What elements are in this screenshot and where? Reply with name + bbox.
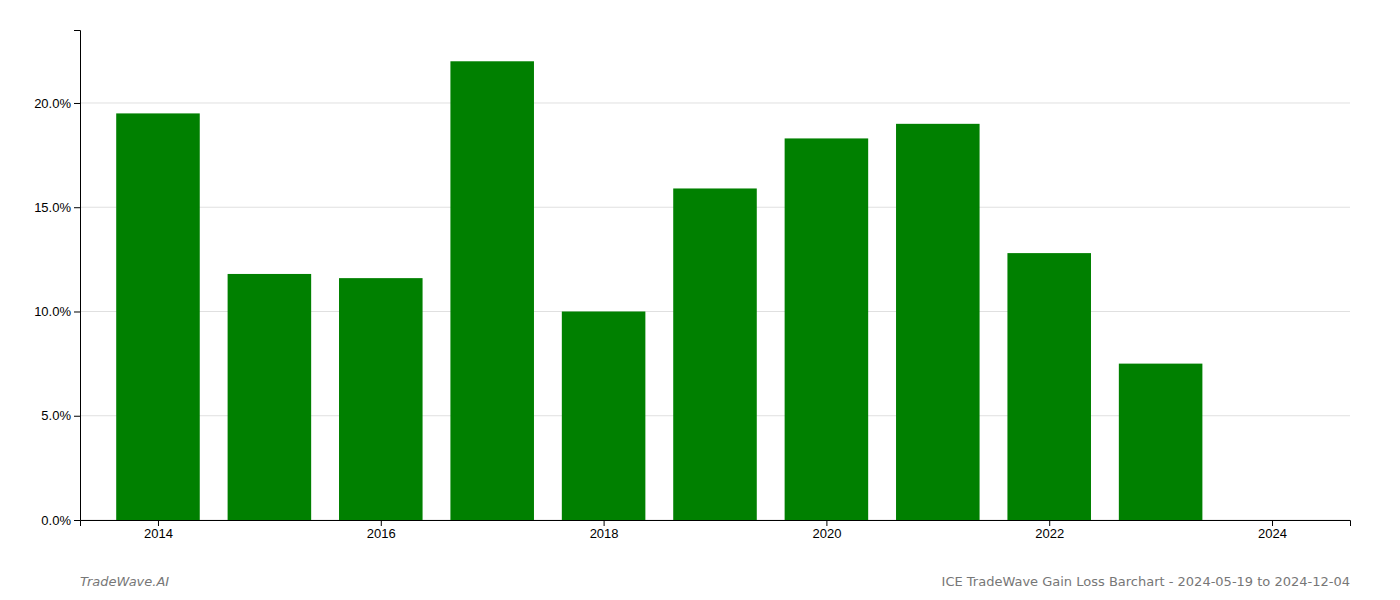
y-tick-label: 20.0% (34, 96, 71, 111)
y-tick-mark (74, 103, 80, 104)
x-tick-label: 2016 (367, 526, 396, 541)
y-tick-mark (74, 520, 80, 521)
x-tick-label: 2020 (812, 526, 841, 541)
bar (1007, 253, 1091, 520)
bar (785, 138, 869, 520)
grid-line (80, 102, 1350, 103)
y-axis-line (74, 31, 81, 521)
bar (339, 278, 423, 520)
bar (896, 124, 980, 520)
y-tick: 10.0% (34, 304, 80, 319)
bar (450, 61, 534, 520)
bar (228, 274, 312, 520)
y-tick-label: 5.0% (41, 408, 71, 423)
y-tick-mark (74, 207, 80, 208)
y-tick: 0.0% (41, 513, 80, 528)
x-tick-mark (381, 520, 382, 526)
x-tick-mark (604, 520, 605, 526)
x-tick: 2014 (144, 520, 173, 541)
x-tick: 2024 (1258, 520, 1287, 541)
x-tick-label: 2018 (590, 526, 619, 541)
y-tick: 20.0% (34, 96, 80, 111)
y-tick-label: 15.0% (34, 200, 71, 215)
footer: TradeWave.AI ICE TradeWave Gain Loss Barc… (80, 574, 1350, 589)
x-tick-label: 2022 (1035, 526, 1064, 541)
x-tick-mark (826, 520, 827, 526)
x-tick-mark (1272, 520, 1273, 526)
x-tick-label: 2024 (1258, 526, 1287, 541)
y-tick-label: 10.0% (34, 304, 71, 319)
x-tick: 2018 (590, 520, 619, 541)
x-tick-label: 2014 (144, 526, 173, 541)
chart: 2014 2016 2018 2020 2022 2024 0.0% 5.0% 10.0% 15.… (0, 0, 1400, 600)
y-tick: 15.0% (34, 200, 80, 215)
y-tick: 5.0% (41, 408, 80, 423)
plot: 2014 2016 2018 2020 2022 2024 0.0% 5.0% 10.0% 15.… (34, 31, 1350, 542)
y-tick-label: 0.0% (41, 513, 71, 528)
x-tick: 2020 (812, 520, 841, 541)
x-tick: 2016 (367, 520, 396, 541)
x-tick-mark (158, 520, 159, 526)
x-tick: 2022 (1035, 520, 1064, 541)
bar (673, 188, 757, 520)
grid (80, 103, 1350, 520)
footer-left: TradeWave.AI (80, 574, 169, 589)
bar (116, 113, 200, 520)
bar (1119, 364, 1203, 520)
x-axis-line (81, 521, 1351, 527)
y-tick-mark (74, 416, 80, 417)
x-axis: 2014 2016 2018 2020 2022 2024 (81, 520, 1351, 541)
x-tick-mark (1049, 520, 1050, 526)
footer-right: ICE TradeWave Gain Loss Barchart - 2024-… (942, 574, 1350, 589)
y-axis: 0.0% 5.0% 10.0% 15.0% 20.0% (34, 31, 80, 528)
y-tick-mark (74, 311, 80, 312)
bar (562, 311, 646, 520)
bars (116, 61, 1202, 520)
